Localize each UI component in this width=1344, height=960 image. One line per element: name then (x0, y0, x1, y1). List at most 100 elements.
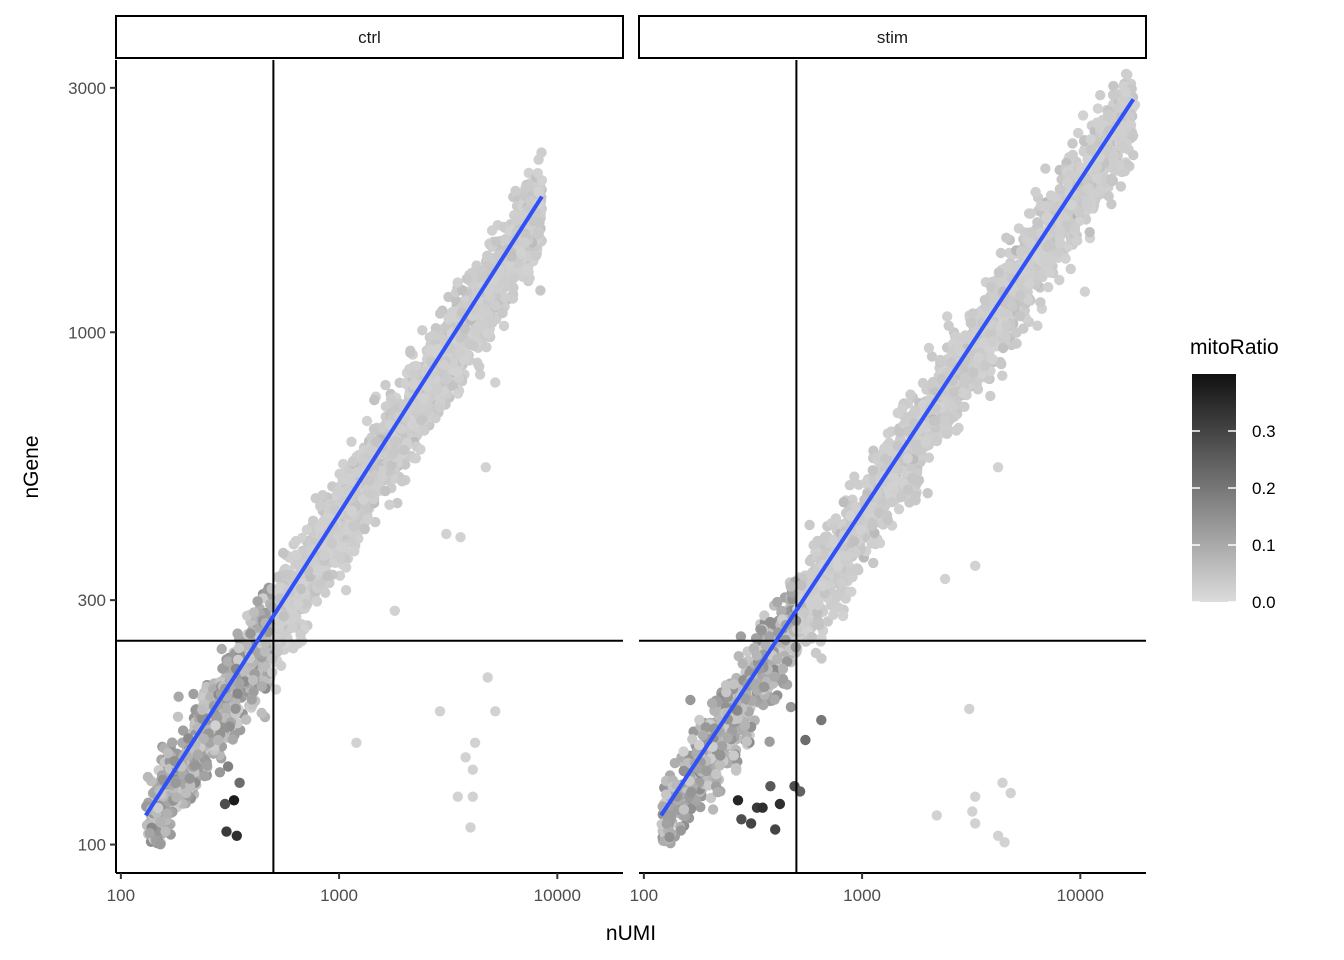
data-point (714, 759, 726, 771)
data-point (410, 453, 421, 464)
data-point (346, 505, 357, 516)
data-point (248, 674, 259, 686)
data-point (233, 654, 244, 665)
data-point (769, 694, 780, 705)
data-point (155, 839, 166, 850)
data-point (366, 445, 377, 457)
data-point (1092, 103, 1104, 114)
data-point (231, 830, 242, 841)
data-point (984, 344, 996, 355)
data-point (504, 259, 515, 270)
data-point (507, 293, 519, 304)
data-point (521, 263, 532, 274)
data-point (358, 494, 369, 505)
data-point (490, 236, 502, 247)
data-point (337, 473, 348, 484)
data-point (508, 282, 519, 293)
data-point (1022, 294, 1034, 305)
data-point (170, 777, 181, 789)
data-point (1103, 191, 1114, 202)
data-point (490, 377, 501, 388)
data-point (432, 383, 443, 395)
data-point (232, 628, 243, 639)
data-point (484, 315, 495, 326)
data-point (300, 598, 311, 609)
data-point (1073, 127, 1084, 139)
data-point (850, 501, 861, 512)
data-point (415, 444, 426, 455)
data-point (476, 266, 488, 277)
data-point (997, 342, 1009, 354)
data-point (198, 733, 209, 744)
data-point (511, 214, 522, 225)
data-point (1001, 232, 1012, 243)
data-point (317, 490, 328, 501)
data-point (183, 733, 194, 744)
data-point (188, 688, 199, 700)
data-point (322, 570, 333, 582)
data-point (267, 667, 278, 678)
data-point (1085, 134, 1097, 145)
data-point (416, 414, 427, 426)
data-point (678, 746, 689, 757)
data-point (280, 569, 292, 580)
data-point (711, 768, 722, 780)
data-point (533, 154, 544, 165)
data-point (460, 752, 471, 763)
data-point (364, 475, 375, 486)
data-point (688, 726, 699, 737)
data-point (443, 291, 454, 303)
facet-label-ctrl: ctrl (358, 28, 381, 47)
data-point (486, 225, 498, 236)
data-point (160, 826, 171, 837)
data-point (180, 787, 192, 799)
data-point (369, 394, 380, 406)
data-point (490, 706, 501, 717)
data-point (219, 798, 231, 810)
data-point (192, 749, 203, 760)
data-point (260, 637, 271, 648)
data-point (741, 736, 752, 747)
data-point (409, 402, 421, 413)
data-point (212, 734, 224, 746)
data-point (295, 583, 307, 595)
data-point (405, 347, 416, 358)
data-point (987, 354, 998, 365)
data-point (336, 541, 347, 553)
data-point (259, 646, 271, 657)
data-point (392, 497, 403, 509)
data-point (184, 773, 195, 784)
data-point (1074, 215, 1085, 227)
data-point (465, 822, 476, 833)
data-point (467, 764, 478, 775)
data-point (448, 380, 459, 392)
data-point (1065, 263, 1076, 275)
data-point (301, 524, 313, 535)
data-point (705, 792, 717, 804)
data-point (390, 445, 401, 456)
data-point (946, 401, 957, 412)
data-point (461, 273, 472, 284)
data-point (270, 684, 282, 695)
data-point (516, 248, 527, 259)
data-point (497, 307, 508, 319)
data-point (832, 561, 844, 572)
data-point (893, 504, 905, 515)
data-point (498, 320, 510, 332)
data-point (1005, 298, 1017, 309)
data-point (1033, 270, 1044, 281)
data-point (510, 185, 521, 197)
data-point (389, 436, 401, 447)
data-point (849, 471, 860, 482)
data-point (735, 631, 747, 642)
data-point (764, 631, 776, 642)
data-point (973, 352, 984, 363)
data-point (271, 644, 283, 655)
data-point (833, 602, 844, 613)
data-point (845, 510, 856, 522)
data-point (1018, 323, 1029, 334)
data-point (868, 557, 879, 569)
data-point (252, 596, 263, 607)
data-point (270, 633, 281, 644)
